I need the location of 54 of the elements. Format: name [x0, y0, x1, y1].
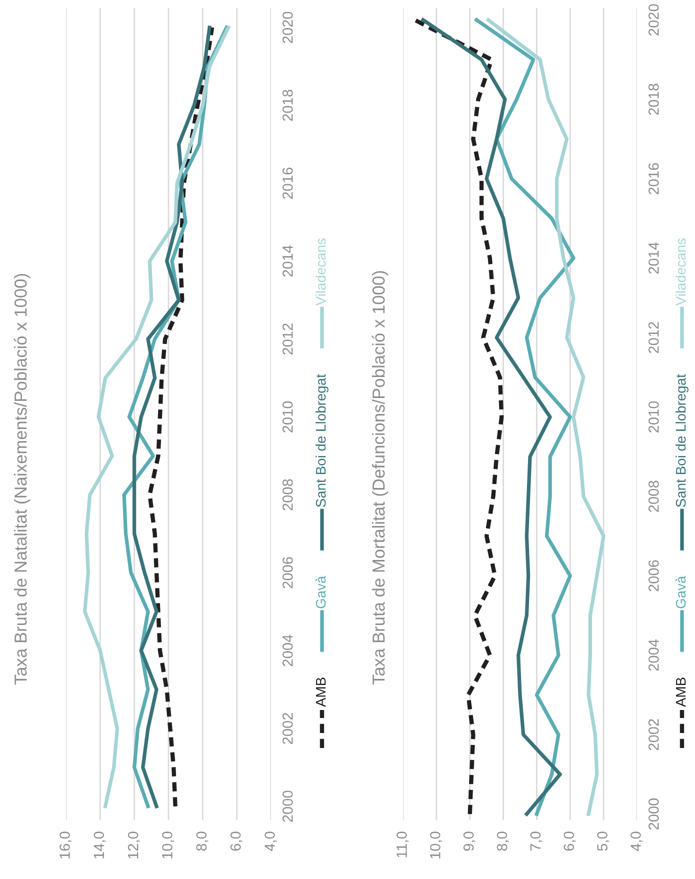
x-tick-label: 16,0 — [60, 832, 72, 858]
y-tick-label: 2012 — [282, 324, 293, 355]
y-tick-label: 2002 — [648, 719, 659, 750]
y-tick-label: 2010 — [282, 401, 293, 432]
x-tick-label: 4,0 — [264, 832, 277, 852]
text: Gavà — [675, 576, 686, 608]
y-tick-label: 2012 — [648, 322, 659, 354]
line-series — [412, 18, 504, 816]
y-tick-label: 2002 — [282, 712, 293, 744]
y-tick-label: 2004 — [648, 639, 659, 671]
y-tick-label: 2018 — [282, 90, 293, 121]
y-tick-label: 2018 — [648, 84, 659, 115]
x-tick-label: 6,0 — [564, 832, 576, 851]
x-tick-label: 10,0 — [430, 832, 442, 858]
y-tick-label: 2016 — [282, 168, 293, 199]
y-tick-label: 2008 — [282, 479, 293, 510]
line-series — [148, 25, 214, 808]
text: Viladecans — [316, 238, 326, 306]
line-series — [421, 18, 562, 816]
y-tick-label: 2010 — [648, 401, 659, 432]
y-tick-label: 2008 — [648, 480, 659, 512]
x-tick-label: 9,0 — [463, 832, 476, 851]
x-tick-label: 4,0 — [630, 832, 643, 852]
y-tick-label: 2000 — [282, 790, 293, 822]
x-tick-label: 6,0 — [230, 832, 242, 851]
text: Sant Boi de Llobregat — [676, 374, 688, 507]
text: Sant Boi de Llobregat — [316, 374, 328, 507]
x-tick-label: 10,0 — [162, 832, 174, 858]
y-tick-label: 2020 — [648, 4, 659, 36]
x-tick-label: 14,0 — [94, 832, 106, 858]
x-tick-label: 7,0 — [530, 832, 542, 851]
y-tick-label: 2014 — [282, 245, 293, 277]
x-tick-label: 11,0 — [396, 832, 409, 858]
x-tick-label: 8,0 — [196, 832, 208, 851]
line-series — [132, 26, 212, 808]
text: Gavà — [315, 576, 326, 608]
x-tick-label: 8,0 — [496, 832, 509, 851]
line-series — [474, 18, 576, 816]
y-tick-label: 2006 — [648, 560, 659, 592]
text: AMB — [316, 678, 326, 707]
x-tick-label: 5,0 — [597, 832, 610, 851]
y-tick-label: 2016 — [648, 163, 659, 194]
x-tick-label: 12,0 — [128, 832, 140, 858]
text: AMB — [676, 678, 686, 707]
y-tick-label: 2000 — [648, 798, 659, 830]
text: Taxa Bruta de Natalitat (Naixements/Població x 1000) — [14, 274, 30, 685]
text: Taxa Bruta de Mortalitat (Defuncions/Població x 1000) — [372, 271, 388, 685]
y-tick-label: 2004 — [282, 634, 293, 666]
line-series — [486, 18, 606, 816]
text: Viladecans — [676, 238, 686, 306]
y-tick-label: 2014 — [648, 242, 659, 274]
y-tick-label: 2020 — [282, 12, 293, 43]
line-series — [82, 26, 230, 808]
y-tick-label: 2006 — [282, 557, 293, 588]
